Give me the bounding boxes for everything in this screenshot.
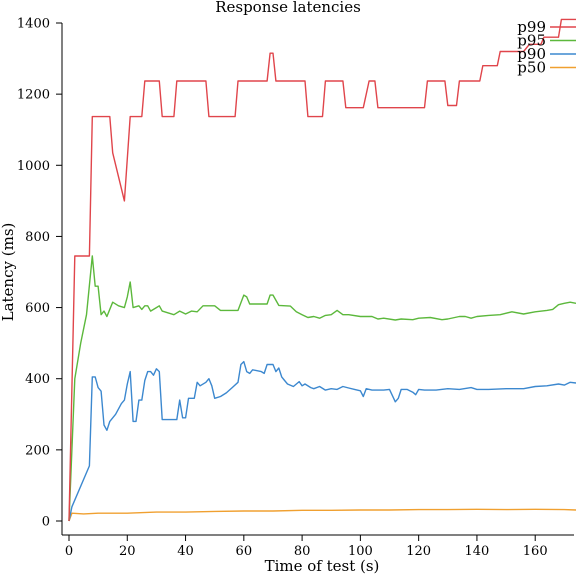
y-tick-label: 400 [25, 372, 50, 387]
legend-label-p90: p90 [517, 45, 546, 63]
legend-label-p99: p99 [517, 18, 546, 36]
series-line-p50 [68, 508, 576, 522]
x-tick-label: 140 [465, 544, 490, 559]
series-line-p95 [68, 255, 576, 522]
y-tick-label: 1400 [17, 17, 50, 32]
x-tick-label: 120 [406, 544, 431, 559]
x-tick-label: 80 [294, 544, 311, 559]
x-tick-label: 100 [348, 544, 373, 559]
x-tick-label: 160 [523, 544, 548, 559]
x-tick-label: 60 [236, 544, 253, 559]
y-axis-ticks: 0 200 400 600 800 1000 1200 1400 [17, 17, 62, 530]
x-axis-title: Time of test (s) [265, 557, 380, 575]
y-tick-label: 0 [42, 515, 50, 530]
legend-label-p95: p95 [517, 32, 546, 50]
series-line-p90 [68, 360, 576, 522]
chart-title: Response latencies [215, 0, 361, 16]
x-axis-ticks: 0 20 40 60 80 100 120 140 160 [65, 535, 548, 559]
x-tick-label: 20 [119, 544, 136, 559]
y-tick-label: 1200 [17, 88, 50, 103]
x-tick-label: 40 [177, 544, 194, 559]
y-tick-label: 800 [25, 230, 50, 245]
y-tick-label: 200 [25, 443, 50, 458]
y-axis-title: Latency (ms) [0, 223, 17, 322]
plot-lines [68, 18, 576, 522]
y-tick-label: 1000 [17, 159, 50, 174]
y-tick-label: 600 [25, 301, 50, 316]
legend-label-p50: p50 [517, 59, 546, 77]
x-tick-label: 0 [65, 544, 73, 559]
series-line-p99 [68, 18, 576, 522]
